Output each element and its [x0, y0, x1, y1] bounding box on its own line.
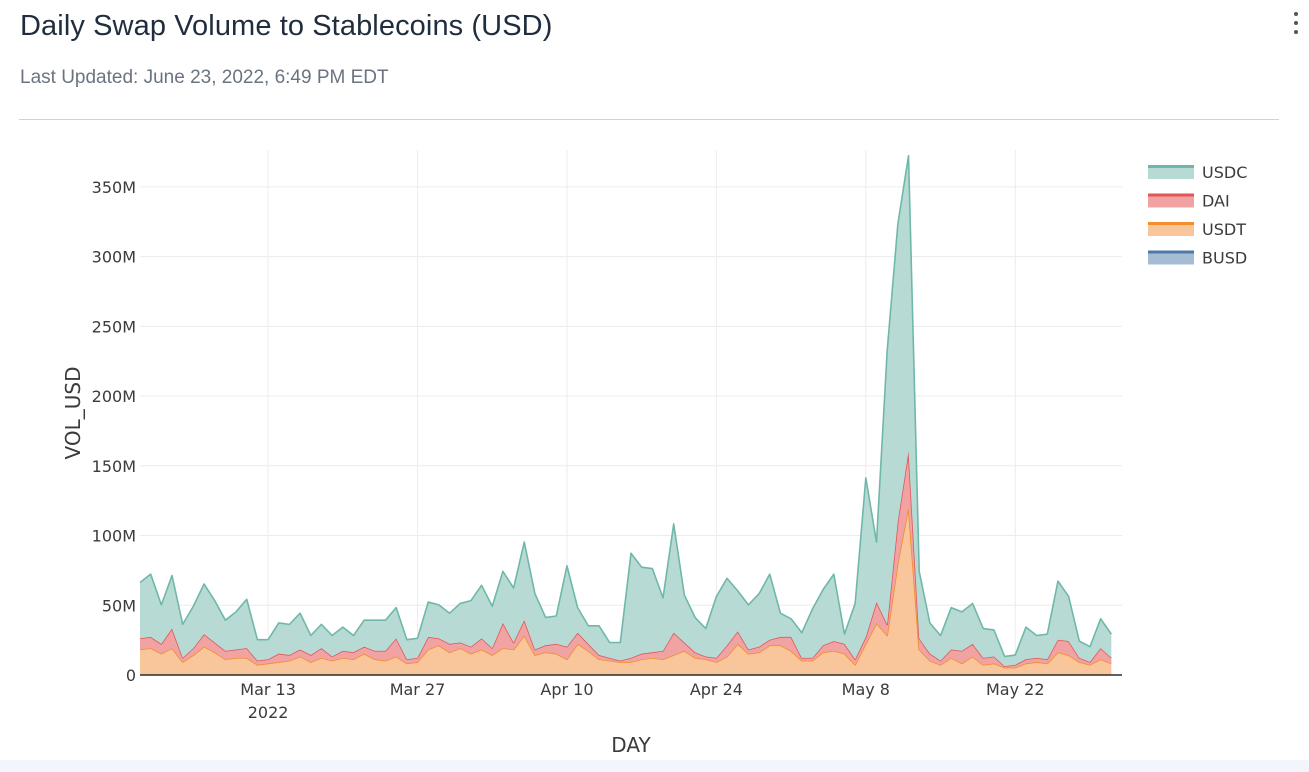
y-tick-label: 100M: [92, 527, 136, 546]
legend-label: BUSD: [1202, 249, 1247, 268]
x-tick-sublabel: 2022: [248, 703, 289, 722]
y-tick-label: 50M: [102, 596, 136, 615]
y-tick-label: 350M: [92, 178, 136, 197]
x-tick-label: May 8: [842, 680, 890, 699]
y-tick-label: 150M: [92, 457, 136, 476]
area-layer: [139, 154, 1112, 676]
page-title: Daily Swap Volume to Stablecoins (USD): [20, 10, 553, 42]
header-divider: [19, 119, 1279, 120]
grid-layer: [140, 150, 1122, 675]
y-tick-labels: 0 50M 100M 150M 200M 250M 300M 350M: [92, 178, 136, 685]
legend-label: USDC: [1202, 163, 1247, 182]
legend-swatch: [1148, 222, 1194, 236]
kebab-dot: [1294, 12, 1298, 16]
last-updated-text: Last Updated: June 23, 2022, 6:49 PM EDT: [20, 67, 389, 88]
y-tick-label: 250M: [92, 317, 136, 336]
kebab-menu-icon[interactable]: [1291, 12, 1301, 38]
y-tick-label: 300M: [92, 248, 136, 267]
legend-swatch: [1148, 250, 1194, 265]
x-tick-label: Mar 27: [390, 680, 446, 699]
line-usdc: [139, 154, 1112, 658]
x-tick-label: Apr 24: [690, 680, 743, 699]
legend-item-dai: DAI: [1148, 192, 1230, 211]
kebab-dot: [1294, 21, 1298, 25]
legend: USDC DAI USDT BUSD: [1148, 163, 1247, 268]
x-tick-label: May 22: [986, 680, 1045, 699]
y-tick-label: 0: [126, 666, 136, 685]
legend-swatch: [1148, 165, 1194, 179]
area-usdc: [140, 155, 1112, 667]
legend-item-usdc: USDC: [1148, 163, 1247, 182]
y-axis-title: VOL_USD: [61, 367, 85, 460]
x-tick-label: Apr 10: [540, 680, 593, 699]
kebab-dot: [1294, 30, 1298, 34]
legend-item-usdt: USDT: [1148, 220, 1246, 239]
x-tick-label: Mar 13: [240, 680, 296, 699]
legend-swatch: [1148, 193, 1194, 208]
legend-item-busd: BUSD: [1148, 249, 1247, 268]
y-tick-label: 200M: [92, 387, 136, 406]
legend-label: DAI: [1202, 192, 1230, 211]
x-tick-labels: Mar 13 2022 Mar 27 Apr 10 Apr 24 May 8 May 22: [240, 680, 1044, 722]
legend-label: USDT: [1202, 220, 1246, 239]
x-axis-title: DAY: [611, 733, 651, 757]
footer-band: [0, 760, 1309, 772]
